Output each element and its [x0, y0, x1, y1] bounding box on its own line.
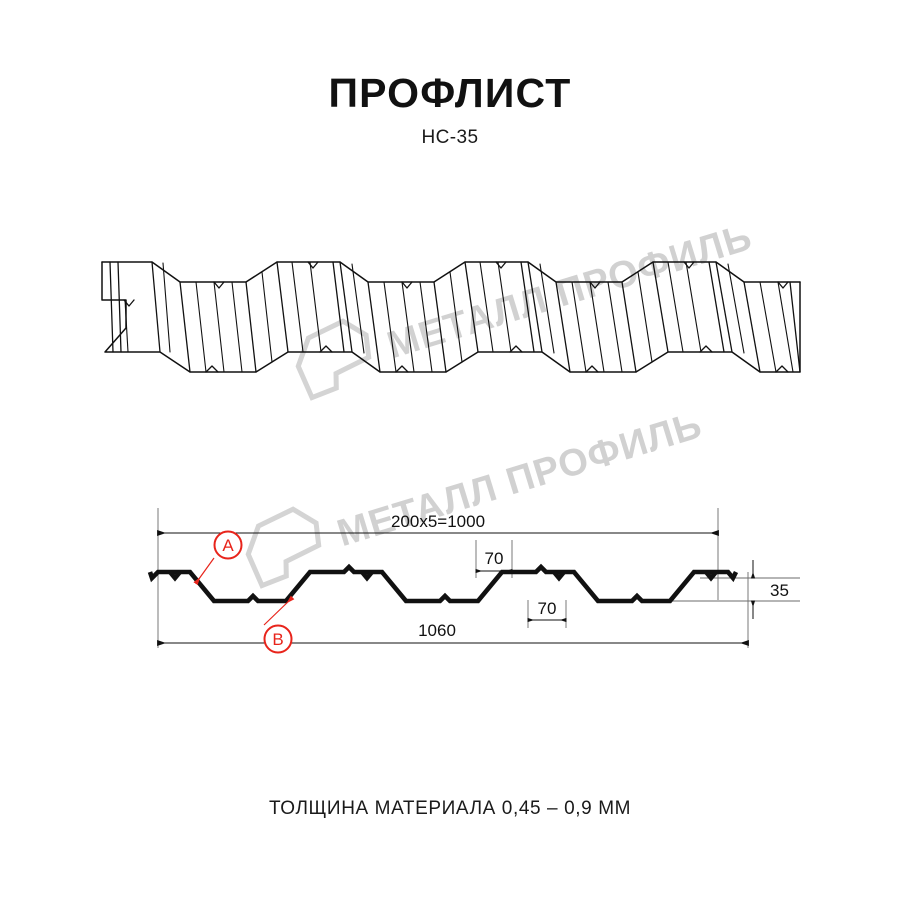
cross-section-view: 200x5=1000 70 70 1060 35	[147, 508, 800, 654]
footer: ТОЛЩИНА МАТЕРИАЛА 0,45 – 0,9 ММ	[0, 798, 900, 820]
material-thickness-note: ТОЛЩИНА МАТЕРИАЛА 0,45 – 0,9 ММ	[268, 798, 632, 819]
callout-b-circle	[263, 624, 293, 654]
brand-logo-icon-2	[245, 506, 322, 589]
brand-logo-icon	[295, 318, 372, 401]
dimension-bottom-flange: 70	[527, 599, 567, 623]
callout-a-label: A	[222, 536, 234, 555]
profile-path	[147, 563, 739, 604]
iso-fold-lines	[109, 261, 801, 373]
dimension-top-flange: 70	[475, 549, 513, 574]
profile-outline	[147, 563, 739, 604]
dimension-profile-height: 35	[750, 560, 789, 619]
stiffener-top-1	[168, 570, 182, 582]
callout-b-label: B	[272, 630, 283, 649]
header: ПРОФЛИСТ НС-35	[0, 70, 900, 149]
iso-panel-lines	[124, 261, 794, 373]
dimension-label-overall-width: 1060	[418, 621, 456, 640]
watermark-label-1: МЕТАЛЛ ПРОФИЛЬ	[382, 216, 757, 367]
watermark-label-2: МЕТАЛЛ ПРОФИЛЬ	[332, 404, 707, 555]
iso-back-top-edge	[101, 261, 801, 283]
callout-a-circle	[213, 530, 243, 560]
dimension-overall-pitch: 200x5=1000	[157, 512, 719, 537]
dimension-label-top-flange: 70	[485, 549, 504, 568]
extension-lines	[157, 508, 800, 648]
profile-stiffeners	[168, 570, 718, 582]
dimension-overall-width: 1060	[157, 621, 749, 647]
stiffener-top-4	[704, 570, 718, 582]
stiffener-top-3	[552, 570, 566, 582]
stiffener-top-2	[360, 570, 374, 582]
iso-front-bottom-edge	[101, 261, 801, 373]
product-model-subtitle: НС-35	[421, 127, 479, 149]
dimension-label-height: 35	[770, 581, 789, 600]
dimension-label-pitch: 200x5=1000	[391, 512, 485, 531]
iso-stiffener-notches	[123, 261, 789, 373]
page-title: ПРОФЛИСТ	[328, 70, 572, 116]
watermark-section: МЕТАЛЛ ПРОФИЛЬ	[245, 404, 707, 589]
callout-a[interactable]: A	[193, 530, 243, 586]
dimension-label-bottom-flange: 70	[538, 599, 557, 618]
isometric-profile-view	[101, 261, 801, 373]
callout-b[interactable]: B	[263, 595, 295, 654]
watermark-isometric: МЕТАЛЛ ПРОФИЛЬ	[295, 216, 757, 401]
